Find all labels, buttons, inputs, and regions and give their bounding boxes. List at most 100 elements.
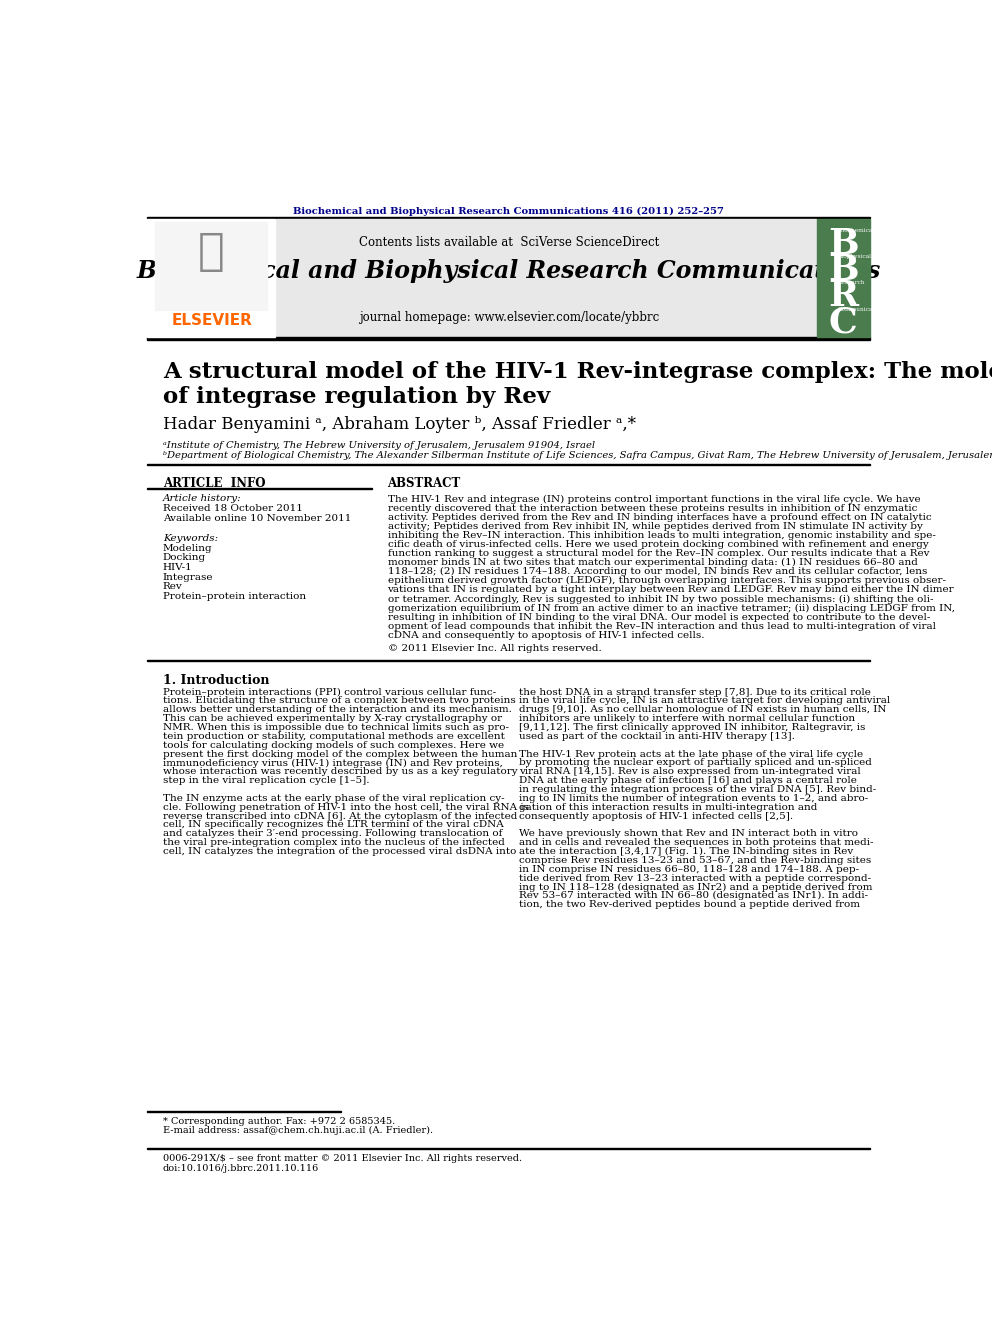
Text: journal homepage: www.elsevier.com/locate/ybbrc: journal homepage: www.elsevier.com/locat… xyxy=(359,311,660,324)
Text: The IN enzyme acts at the early phase of the viral replication cy-: The IN enzyme acts at the early phase of… xyxy=(163,794,504,803)
Text: Available online 10 November 2011: Available online 10 November 2011 xyxy=(163,513,351,523)
Text: by promoting the nuclear export of partially spliced and un-spliced: by promoting the nuclear export of parti… xyxy=(519,758,872,767)
Text: Biochemical and Biophysical Research Communications 416 (2011) 252–257: Biochemical and Biophysical Research Com… xyxy=(293,206,724,216)
Text: the viral pre-integration complex into the nucleus of the infected: the viral pre-integration complex into t… xyxy=(163,839,505,847)
Text: ing to IN limits the number of integration events to 1–2, and abro-: ing to IN limits the number of integrati… xyxy=(519,794,869,803)
Text: B: B xyxy=(828,226,859,261)
Text: in the viral life cycle, IN is an attractive target for developing antiviral: in the viral life cycle, IN is an attrac… xyxy=(519,696,891,705)
Text: Biophysical: Biophysical xyxy=(838,254,872,259)
Text: whose interaction was recently described by us as a key regulatory: whose interaction was recently described… xyxy=(163,767,518,777)
Text: tion, the two Rev-derived peptides bound a peptide derived from: tion, the two Rev-derived peptides bound… xyxy=(519,900,860,909)
Text: cific death of virus-infected cells. Here we used protein docking combined with : cific death of virus-infected cells. Her… xyxy=(388,540,929,549)
Text: HIV-1: HIV-1 xyxy=(163,564,192,572)
Text: epithelium derived growth factor (LEDGF), through overlapping interfaces. This s: epithelium derived growth factor (LEDGF)… xyxy=(388,577,945,585)
Text: inhibitors are unlikely to interfere with normal cellular function: inhibitors are unlikely to interfere wit… xyxy=(519,714,855,724)
Text: ᵃInstitute of Chemistry, The Hebrew University of Jerusalem, Jerusalem 91904, Is: ᵃInstitute of Chemistry, The Hebrew Univ… xyxy=(163,441,595,450)
Text: DNA at the early phase of infection [16] and plays a central role: DNA at the early phase of infection [16]… xyxy=(519,777,857,785)
Text: cell, IN specifically recognizes the LTR termini of the viral cDNA: cell, IN specifically recognizes the LTR… xyxy=(163,820,504,830)
Text: of integrase regulation by Rev: of integrase regulation by Rev xyxy=(163,386,550,407)
Text: consequently apoptosis of HIV-1 infected cells [2,5].: consequently apoptosis of HIV-1 infected… xyxy=(519,811,794,820)
Text: * Corresponding author. Fax: +972 2 6585345.: * Corresponding author. Fax: +972 2 6585… xyxy=(163,1117,395,1126)
Text: The HIV-1 Rev and integrase (IN) proteins control important functions in the vir: The HIV-1 Rev and integrase (IN) protein… xyxy=(388,495,921,504)
Text: step in the viral replication cycle [1–5].: step in the viral replication cycle [1–5… xyxy=(163,777,369,785)
Text: monomer binds IN at two sites that match our experimental binding data: (1) IN r: monomer binds IN at two sites that match… xyxy=(388,558,918,568)
Text: in regulating the integration process of the viral DNA [5]. Rev bind-: in regulating the integration process of… xyxy=(519,785,877,794)
Bar xyxy=(276,218,816,336)
Text: gomerization equilibrium of IN from an active dimer to an inactive tetramer; (ii: gomerization equilibrium of IN from an a… xyxy=(388,603,954,613)
Text: Hadar Benyamini ᵃ, Abraham Loyter ᵇ, Assaf Friedler ᵃ,*: Hadar Benyamini ᵃ, Abraham Loyter ᵇ, Ass… xyxy=(163,415,636,433)
Text: tide derived from Rev 13–23 interacted with a peptide correspond-: tide derived from Rev 13–23 interacted w… xyxy=(519,873,871,882)
Text: Biochemical and: Biochemical and xyxy=(838,228,887,233)
Text: cell, IN catalyzes the integration of the processed viral dsDNA into: cell, IN catalyzes the integration of th… xyxy=(163,847,516,856)
Text: ABSTRACT: ABSTRACT xyxy=(388,476,460,490)
Text: and in cells and revealed the sequences in both proteins that medi-: and in cells and revealed the sequences … xyxy=(519,839,874,847)
Text: ᵇDepartment of Biological Chemistry, The Alexander Silberman Institute of Life S: ᵇDepartment of Biological Chemistry, The… xyxy=(163,451,992,460)
Text: the host DNA in a strand transfer step [7,8]. Due to its critical role: the host DNA in a strand transfer step [… xyxy=(519,688,871,697)
Text: opment of lead compounds that inhibit the Rev–IN interaction and thus lead to mu: opment of lead compounds that inhibit th… xyxy=(388,622,935,631)
Bar xyxy=(155,222,268,311)
Text: ing to IN 118–128 (designated as INr2) and a peptide derived from: ing to IN 118–128 (designated as INr2) a… xyxy=(519,882,873,892)
Text: allows better understanding of the interaction and its mechanism.: allows better understanding of the inter… xyxy=(163,705,512,714)
Bar xyxy=(147,218,275,336)
Text: Rev 53–67 interacted with IN 66–80 (designated as INr1). In addi-: Rev 53–67 interacted with IN 66–80 (desi… xyxy=(519,892,868,901)
Text: in IN comprise IN residues 66–80, 118–128 and 174–188. A pep-: in IN comprise IN residues 66–80, 118–12… xyxy=(519,865,859,873)
Text: tions. Elucidating the structure of a complex between two proteins: tions. Elucidating the structure of a co… xyxy=(163,696,516,705)
Text: 🌳: 🌳 xyxy=(198,230,225,273)
Text: NMR. When this is impossible due to technical limits such as pro-: NMR. When this is impossible due to tech… xyxy=(163,722,509,732)
Text: tools for calculating docking models of such complexes. Here we: tools for calculating docking models of … xyxy=(163,741,504,750)
Text: B: B xyxy=(828,253,859,287)
Text: Docking: Docking xyxy=(163,553,206,562)
Text: or tetramer. Accordingly, Rev is suggested to inhibit IN by two possible mechani: or tetramer. Accordingly, Rev is suggest… xyxy=(388,594,933,603)
Text: doi:10.1016/j.bbrc.2011.10.116: doi:10.1016/j.bbrc.2011.10.116 xyxy=(163,1164,319,1172)
Text: [9,11,12]. The first clinically approved IN inhibitor, Raltegravir, is: [9,11,12]. The first clinically approved… xyxy=(519,722,866,732)
Text: and catalyzes their 3′-end processing. Following translocation of: and catalyzes their 3′-end processing. F… xyxy=(163,830,502,839)
Text: present the first docking model of the complex between the human: present the first docking model of the c… xyxy=(163,750,517,758)
Text: 1. Introduction: 1. Introduction xyxy=(163,673,269,687)
Text: ate the interaction [3,4,17] (Fig. 1). The IN-binding sites in Rev: ate the interaction [3,4,17] (Fig. 1). T… xyxy=(519,847,853,856)
Bar xyxy=(147,217,870,218)
Text: cDNA and consequently to apoptosis of HIV-1 infected cells.: cDNA and consequently to apoptosis of HI… xyxy=(388,631,704,640)
Text: C: C xyxy=(828,306,857,339)
Text: recently discovered that the interaction between these proteins results in inhib: recently discovered that the interaction… xyxy=(388,504,917,512)
Text: Modeling: Modeling xyxy=(163,544,212,553)
Bar xyxy=(816,218,870,336)
Text: Article history:: Article history: xyxy=(163,495,241,504)
Text: ARTICLE  INFO: ARTICLE INFO xyxy=(163,476,265,490)
Bar xyxy=(147,337,870,340)
Text: Protein–protein interactions (PPI) control various cellular func-: Protein–protein interactions (PPI) contr… xyxy=(163,688,496,697)
Text: function ranking to suggest a structural model for the Rev–IN complex. Our resul: function ranking to suggest a structural… xyxy=(388,549,929,558)
Text: 118–128; (2) IN residues 174–188. According to our model, IN binds Rev and its c: 118–128; (2) IN residues 174–188. Accord… xyxy=(388,568,927,577)
Text: activity. Peptides derived from the Rev and IN binding interfaces have a profoun: activity. Peptides derived from the Rev … xyxy=(388,512,931,521)
Text: Protein–protein interaction: Protein–protein interaction xyxy=(163,591,306,601)
Text: We have previously shown that Rev and IN interact both in vitro: We have previously shown that Rev and IN… xyxy=(519,830,858,839)
Text: E-mail address: assaf@chem.ch.huji.ac.il (A. Friedler).: E-mail address: assaf@chem.ch.huji.ac.il… xyxy=(163,1126,433,1135)
Text: used as part of the cocktail in anti-HIV therapy [13].: used as part of the cocktail in anti-HIV… xyxy=(519,732,796,741)
Text: immunodeficiency virus (HIV-1) integrase (IN) and Rev proteins,: immunodeficiency virus (HIV-1) integrase… xyxy=(163,758,503,767)
Text: Keywords:: Keywords: xyxy=(163,533,218,542)
Text: R: R xyxy=(828,279,859,312)
Text: drugs [9,10]. As no cellular homologue of IN exists in human cells, IN: drugs [9,10]. As no cellular homologue o… xyxy=(519,705,887,714)
Text: Rev: Rev xyxy=(163,582,183,591)
Text: reverse transcribed into cDNA [6]. At the cytoplasm of the infected: reverse transcribed into cDNA [6]. At th… xyxy=(163,811,517,820)
Text: Integrase: Integrase xyxy=(163,573,213,582)
Text: Research: Research xyxy=(838,280,865,286)
Text: vations that IN is regulated by a tight interplay between Rev and LEDGF. Rev may: vations that IN is regulated by a tight … xyxy=(388,585,954,594)
Text: Communications: Communications xyxy=(838,307,888,312)
Text: viral RNA [14,15]. Rev is also expressed from un-integrated viral: viral RNA [14,15]. Rev is also expressed… xyxy=(519,767,861,777)
Text: cle. Following penetration of HIV-1 into the host cell, the viral RNA is: cle. Following penetration of HIV-1 into… xyxy=(163,803,529,812)
Text: ELSEVIER: ELSEVIER xyxy=(172,312,252,328)
Text: tein production or stability, computational methods are excellent: tein production or stability, computatio… xyxy=(163,732,505,741)
Text: resulting in inhibition of IN binding to the viral DNA. Our model is expected to: resulting in inhibition of IN binding to… xyxy=(388,613,930,622)
Text: 0006-291X/$ – see front matter © 2011 Elsevier Inc. All rights reserved.: 0006-291X/$ – see front matter © 2011 El… xyxy=(163,1155,522,1163)
Text: gation of this interaction results in multi-integration and: gation of this interaction results in mu… xyxy=(519,803,817,812)
Text: comprise Rev residues 13–23 and 53–67, and the Rev-binding sites: comprise Rev residues 13–23 and 53–67, a… xyxy=(519,856,872,865)
Text: The HIV-1 Rev protein acts at the late phase of the viral life cycle: The HIV-1 Rev protein acts at the late p… xyxy=(519,750,863,758)
Text: © 2011 Elsevier Inc. All rights reserved.: © 2011 Elsevier Inc. All rights reserved… xyxy=(388,644,601,654)
Text: activity; Peptides derived from Rev inhibit IN, while peptides derived from IN s: activity; Peptides derived from Rev inhi… xyxy=(388,521,923,531)
Text: Received 18 October 2011: Received 18 October 2011 xyxy=(163,504,303,513)
Text: Biochemical and Biophysical Research Communications: Biochemical and Biophysical Research Com… xyxy=(137,259,881,283)
Text: A structural model of the HIV-1 Rev-integrase complex: The molecular basis: A structural model of the HIV-1 Rev-inte… xyxy=(163,361,992,384)
Text: inhibiting the Rev–IN interaction. This inhibition leads to multi integration, g: inhibiting the Rev–IN interaction. This … xyxy=(388,531,935,540)
Text: This can be achieved experimentally by X-ray crystallography or: This can be achieved experimentally by X… xyxy=(163,714,502,724)
Text: Contents lists available at  SciVerse ScienceDirect: Contents lists available at SciVerse Sci… xyxy=(359,235,660,249)
